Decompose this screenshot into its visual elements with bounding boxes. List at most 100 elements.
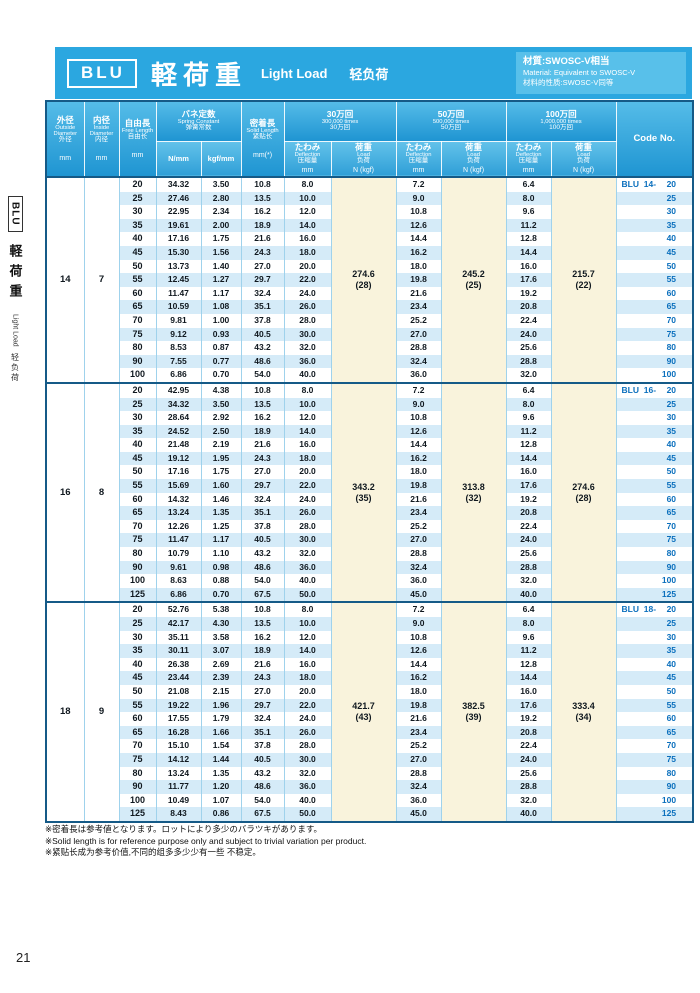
col-header-inside-diameter: 内径 Inside Diameter 内径 mm xyxy=(83,100,120,178)
deflection-500k-cell: 7.2 xyxy=(395,381,442,398)
solid-length-cell: 35.1 xyxy=(240,300,285,314)
code-number: 125 xyxy=(661,588,677,599)
spring-constant-kgf-cell: 2.15 xyxy=(200,684,242,699)
code-no-cell: 80 xyxy=(615,341,694,355)
deflection-300k-cell: 30.0 xyxy=(283,533,332,548)
code-number: 30 xyxy=(666,206,677,217)
label-spring-en: Spring Constant xyxy=(177,119,220,126)
deflection-300k-cell: 10.0 xyxy=(283,397,332,412)
table-row: 60 11.47 1.17 32.4 24.0 21.6 19.2 60 xyxy=(46,286,694,301)
code-number: 125 xyxy=(661,808,677,819)
spring-constant-n-cell: 27.46 xyxy=(155,191,201,206)
solid-length-cell: 40.5 xyxy=(240,327,285,342)
code-number: 45 xyxy=(666,246,677,257)
code-number: 90 xyxy=(666,561,677,572)
label-deflection-cn: 压缩量 xyxy=(297,157,318,165)
solid-length-cell: 18.9 xyxy=(240,424,285,439)
label-deflection-cn: 压缩量 xyxy=(408,157,429,165)
spring-constant-kgf-cell: 1.07 xyxy=(200,793,242,808)
deflection-1m-cell: 24.0 xyxy=(505,533,552,548)
outside-diameter-cell: 16 xyxy=(45,381,84,603)
deflection-500k-cell: 16.2 xyxy=(395,451,442,466)
spring-constant-kgf-cell: 1.10 xyxy=(200,547,242,561)
deflection-500k-cell: 32.4 xyxy=(395,780,442,794)
code-no-cell: 55 xyxy=(615,698,694,713)
deflection-300k-cell: 18.0 xyxy=(283,451,332,466)
code-prefix: BLU 16- xyxy=(621,384,657,395)
spring-constant-n-cell: 12.45 xyxy=(155,273,201,287)
table-row: 90 9.61 0.98 48.6 36.0 32.4 28.8 90 xyxy=(46,560,694,575)
code-no-cell: 55 xyxy=(615,273,694,287)
label-load-jp: 荷重 xyxy=(355,142,373,153)
free-length-cell: 70 xyxy=(118,313,156,328)
solid-length-cell: 48.6 xyxy=(240,780,285,794)
deflection-500k-cell: 10.8 xyxy=(395,630,442,645)
deflection-300k-cell: 36.0 xyxy=(283,780,332,794)
footnote-en: ※Solid length is for reference purpose o… xyxy=(45,835,367,846)
code-number: 80 xyxy=(666,767,677,778)
code-no-cell: 90 xyxy=(615,560,694,575)
spring-constant-kgf-cell: 0.93 xyxy=(200,327,242,342)
deflection-500k-cell: 19.8 xyxy=(395,273,442,287)
free-length-cell: 65 xyxy=(118,506,156,520)
table-row: 30 22.95 2.34 16.2 12.0 10.8 9.6 30 xyxy=(46,205,694,219)
code-number: 45 xyxy=(666,452,677,463)
label-load-cn: 负荷 xyxy=(577,157,591,165)
table-row: 40 21.48 2.19 21.6 16.0 14.4 12.8 40 xyxy=(46,438,694,452)
code-no-cell: 65 xyxy=(615,300,694,314)
code-no-cell: 30 xyxy=(615,411,694,425)
spring-constant-n-cell: 15.30 xyxy=(155,245,201,260)
free-length-cell: 30 xyxy=(118,630,156,645)
deflection-500k-cell: 9.0 xyxy=(395,191,442,206)
free-length-cell: 25 xyxy=(118,397,156,412)
col-header-code-no: Code No. xyxy=(615,100,694,178)
label-solid-unit: mm(*) xyxy=(252,151,273,159)
solid-length-cell: 13.5 xyxy=(240,617,285,631)
spring-constant-kgf-cell: 2.50 xyxy=(200,424,242,439)
label-load-jp: 荷重 xyxy=(465,142,483,153)
deflection-300k-cell: 8.0 xyxy=(283,601,332,617)
label-deflection-unit: mm xyxy=(412,166,425,174)
deflection-300k-cell: 24.0 xyxy=(283,492,332,507)
free-length-cell: 90 xyxy=(118,780,156,794)
spring-constant-n-cell: 9.61 xyxy=(155,560,201,575)
deflection-1m-cell: 24.0 xyxy=(505,752,552,767)
deflection-300k-cell: 20.0 xyxy=(283,684,332,699)
deflection-500k-cell: 32.4 xyxy=(395,560,442,575)
deflection-500k-cell: 36.0 xyxy=(395,368,442,383)
outside-diameter-cell: 18 xyxy=(45,601,84,822)
spring-constant-kgf-cell: 1.00 xyxy=(200,313,242,328)
free-length-cell: 80 xyxy=(118,766,156,781)
spring-constant-kgf-cell: 1.40 xyxy=(200,259,242,274)
table-row: 125 8.43 0.86 67.5 50.0 45.0 40.0 125 xyxy=(46,807,694,822)
deflection-1m-cell: 25.6 xyxy=(505,766,552,781)
spring-constant-kgf-cell: 4.30 xyxy=(200,617,242,631)
solid-length-cell: 35.1 xyxy=(240,506,285,520)
deflection-500k-cell: 45.0 xyxy=(395,807,442,822)
deflection-500k-cell: 18.0 xyxy=(395,259,442,274)
deflection-500k-cell: 10.8 xyxy=(395,205,442,219)
code-no-cell: 70 xyxy=(615,519,694,534)
deflection-300k-cell: 14.0 xyxy=(283,644,332,658)
deflection-1m-cell: 28.8 xyxy=(505,354,552,369)
col-header-cycles-1m: 100万回 1,000,000 times 100万回 xyxy=(505,100,617,142)
deflection-500k-cell: 21.6 xyxy=(395,492,442,507)
deflection-1m-cell: 19.2 xyxy=(505,712,552,726)
code-no-cell: BLU 14- 20 xyxy=(615,176,694,192)
free-length-cell: 20 xyxy=(118,176,156,192)
spring-constant-kgf-cell: 1.17 xyxy=(200,286,242,301)
spring-constant-kgf-cell: 1.27 xyxy=(200,273,242,287)
deflection-1m-cell: 20.8 xyxy=(505,300,552,314)
code-no-cell: 35 xyxy=(615,218,694,233)
spring-constant-kgf-cell: 1.35 xyxy=(200,766,242,781)
spring-constant-kgf-cell: 1.25 xyxy=(200,519,242,534)
label-free-unit: mm xyxy=(131,151,144,159)
deflection-1m-cell: 11.2 xyxy=(505,644,552,658)
deflection-500k-cell: 18.0 xyxy=(395,465,442,480)
deflection-500k-cell: 19.8 xyxy=(395,479,442,493)
spring-constant-n-cell: 12.26 xyxy=(155,519,201,534)
deflection-1m-cell: 22.4 xyxy=(505,519,552,534)
col-header-load-1m: 荷重 Load 负荷 N (kgf) xyxy=(550,140,617,178)
deflection-300k-cell: 36.0 xyxy=(283,354,332,369)
table-row: 100 6.86 0.70 54.0 40.0 36.0 32.0 100 xyxy=(46,368,694,383)
